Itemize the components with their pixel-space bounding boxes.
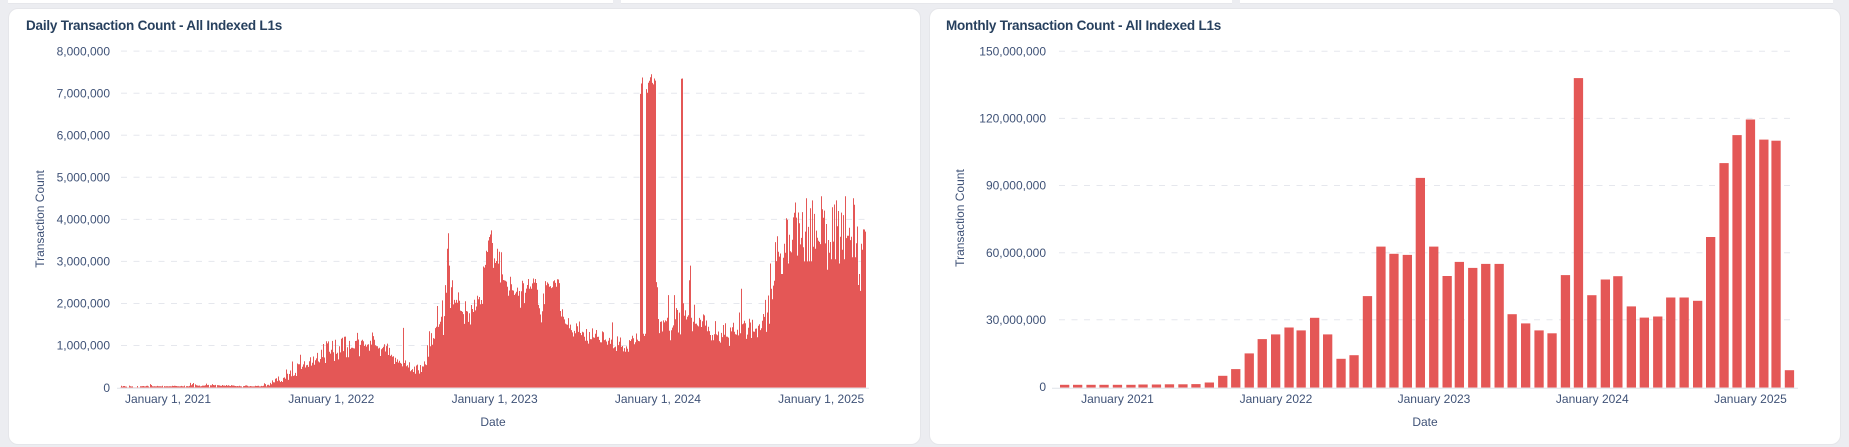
svg-text:30,000,000: 30,000,000	[986, 313, 1046, 327]
svg-text:Date: Date	[1412, 415, 1438, 429]
svg-text:January 2025: January 2025	[1714, 392, 1787, 406]
svg-text:January 2022: January 2022	[1240, 392, 1313, 406]
svg-text:January 2023: January 2023	[1398, 392, 1471, 406]
svg-text:0: 0	[1039, 380, 1046, 394]
svg-text:2,000,000: 2,000,000	[57, 297, 111, 311]
svg-text:January 1, 2022: January 1, 2022	[288, 392, 374, 406]
svg-text:January 2021: January 2021	[1081, 392, 1154, 406]
svg-text:5,000,000: 5,000,000	[57, 171, 111, 185]
svg-text:7,000,000: 7,000,000	[57, 86, 111, 100]
svg-text:Date: Date	[480, 415, 506, 429]
svg-text:January 1, 2021: January 1, 2021	[125, 392, 211, 406]
svg-text:January 1, 2023: January 1, 2023	[452, 392, 538, 406]
svg-text:8,000,000: 8,000,000	[57, 44, 111, 58]
svg-text:Transaction Count: Transaction Count	[33, 170, 47, 268]
svg-text:6,000,000: 6,000,000	[57, 128, 111, 142]
svg-text:4,000,000: 4,000,000	[57, 213, 111, 227]
svg-text:January 2024: January 2024	[1556, 392, 1629, 406]
svg-text:120,000,000: 120,000,000	[979, 112, 1046, 126]
svg-text:0: 0	[103, 381, 110, 395]
svg-text:1,000,000: 1,000,000	[57, 339, 111, 353]
svg-text:60,000,000: 60,000,000	[986, 246, 1046, 260]
svg-text:150,000,000: 150,000,000	[979, 44, 1046, 58]
svg-text:Transaction Count: Transaction Count	[953, 169, 967, 267]
svg-text:3,000,000: 3,000,000	[57, 255, 111, 269]
svg-text:January 1, 2025: January 1, 2025	[778, 392, 864, 406]
svg-text:January 1, 2024: January 1, 2024	[615, 392, 701, 406]
svg-text:90,000,000: 90,000,000	[986, 179, 1046, 193]
